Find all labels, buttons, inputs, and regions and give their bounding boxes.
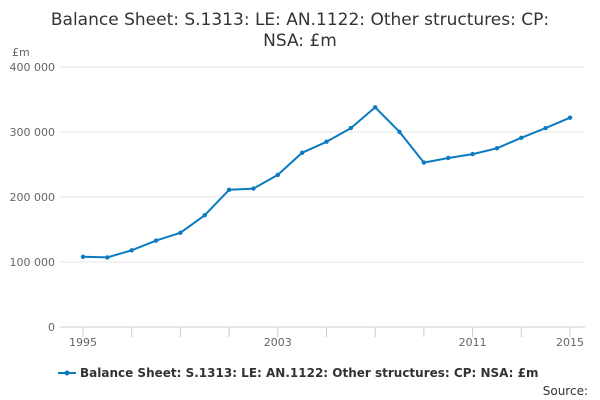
data-point[interactable] xyxy=(202,213,207,218)
gridlines xyxy=(60,66,585,263)
y-tick-label: 200 000 xyxy=(10,191,56,204)
source-label: Source: xyxy=(543,384,588,398)
x-tick-label: 2015 xyxy=(556,336,584,349)
data-point[interactable] xyxy=(251,186,256,191)
y-axis-ticks: 0 100 000 200 000 300 000 400 000 xyxy=(10,61,56,334)
chart-title-line-1: Balance Sheet: S.1313: LE: AN.1122: Othe… xyxy=(51,10,549,30)
series-line xyxy=(82,106,571,259)
data-point[interactable] xyxy=(226,187,232,193)
legend[interactable]: Balance Sheet: S.1313: LE: AN.1122: Othe… xyxy=(58,366,539,380)
legend-point-marker xyxy=(64,370,70,376)
data-point[interactable] xyxy=(470,151,475,157)
data-point[interactable] xyxy=(129,248,134,253)
data-point[interactable] xyxy=(373,105,378,110)
data-point[interactable] xyxy=(446,155,451,161)
y-tick-label: 300 000 xyxy=(10,126,56,139)
x-tick-label: 2011 xyxy=(459,336,487,349)
y-tick-label: 400 000 xyxy=(10,61,56,74)
y-tick-label: 100 000 xyxy=(10,256,56,269)
data-point[interactable] xyxy=(348,125,354,131)
data-point[interactable] xyxy=(275,172,280,178)
x-tick-label: 2003 xyxy=(264,336,292,349)
data-point[interactable] xyxy=(80,254,86,259)
y-axis-unit: £m xyxy=(12,46,30,59)
data-point[interactable] xyxy=(567,115,573,120)
data-point[interactable] xyxy=(324,139,329,144)
data-point[interactable] xyxy=(421,160,427,165)
data-point[interactable] xyxy=(494,146,500,151)
x-tick-label: 1995 xyxy=(69,336,97,349)
data-point[interactable] xyxy=(519,135,524,141)
data-point[interactable] xyxy=(105,255,110,260)
y-tick-label: 0 xyxy=(48,321,55,334)
data-point[interactable] xyxy=(299,150,305,155)
data-point[interactable] xyxy=(397,129,402,135)
data-point[interactable] xyxy=(178,230,183,235)
x-axis: 1995 2003 2011 2015 xyxy=(60,326,585,349)
series-group xyxy=(80,105,573,260)
data-point[interactable] xyxy=(543,125,548,131)
data-point[interactable] xyxy=(153,238,159,243)
legend-label: Balance Sheet: S.1313: LE: AN.1122: Othe… xyxy=(80,366,539,380)
chart-title-line-2: NSA: £m xyxy=(263,31,337,51)
